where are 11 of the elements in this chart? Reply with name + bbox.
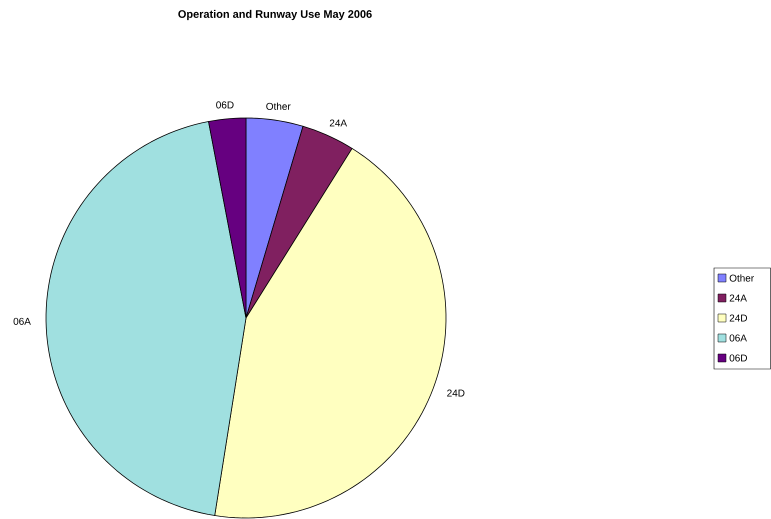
legend-label: Other xyxy=(730,274,754,282)
slice-label: Other xyxy=(266,102,291,110)
chart-title: Operation and Runway Use May 2006 xyxy=(178,10,372,20)
legend-label: 24A xyxy=(730,294,747,302)
legend-label: 24D xyxy=(730,314,748,322)
legend-label: 06A xyxy=(730,334,747,342)
slice-label: 24D xyxy=(447,390,464,396)
legend-label: 06D xyxy=(730,354,748,362)
slice-label: 06A xyxy=(14,318,31,325)
slice-label: 06D xyxy=(216,101,234,108)
slice-label: 24A xyxy=(330,119,348,126)
